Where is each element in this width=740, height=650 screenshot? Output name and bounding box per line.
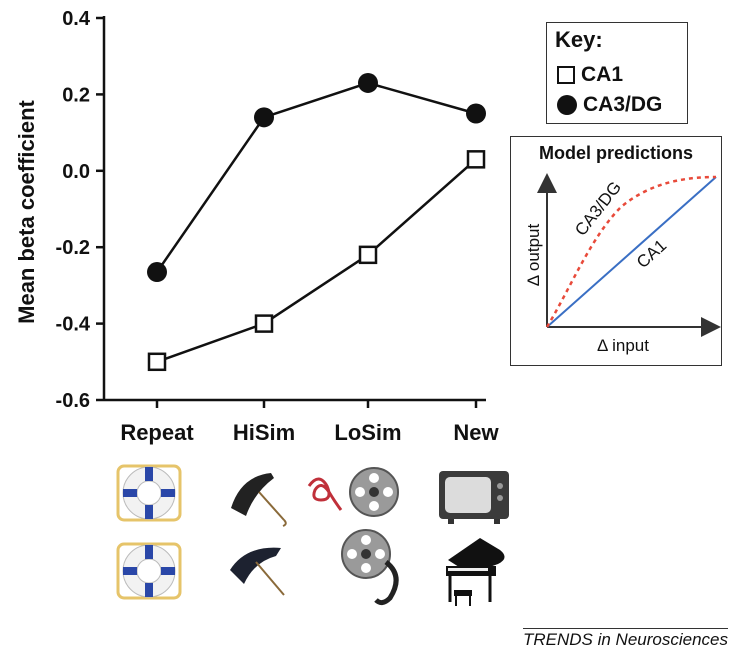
data-point-ca3dg: [358, 72, 378, 93]
series-line-ca1: [156, 158, 477, 363]
chart-axes: [102, 16, 486, 402]
model-title: Model predictions: [538, 143, 693, 163]
ribbon-and-film-reel-icon: [307, 467, 399, 517]
legend-key: Key: CA1 CA3/DG: [546, 22, 688, 124]
x-category-label: LoSim: [334, 420, 401, 445]
x-categories: Repeat HiSim LoSim New: [120, 400, 499, 445]
y-tick-label: -0.2: [56, 237, 90, 259]
y-tick-label: 0.0: [62, 161, 90, 183]
legend-label-ca3dg: CA3/DG: [583, 93, 663, 116]
series-line-ca3dg: [155, 81, 477, 273]
y-ticks: 0.4 0.2 0.0 -0.2 -0.4 -0.6: [56, 8, 104, 412]
data-point-ca1: [358, 245, 378, 265]
model-ca1-label: CA1: [633, 236, 670, 272]
x-category-label: HiSim: [233, 420, 295, 445]
umbrella-icon: [231, 473, 287, 527]
grand-piano-icon: [446, 538, 505, 606]
x-category-label: New: [453, 420, 499, 445]
life-ring-icon: [116, 464, 182, 522]
credit-text: TRENDS in Neurosciences: [522, 628, 728, 649]
model-x-label: Δ input: [597, 336, 649, 355]
x-category-label: Repeat: [120, 420, 194, 445]
data-point-ca3dg: [147, 262, 167, 283]
open-square-icon: [557, 66, 575, 84]
data-point-ca3dg: [254, 107, 274, 128]
data-point-ca1: [147, 352, 167, 372]
data-point-ca1: [466, 150, 486, 169]
legend-item-ca1: CA1: [557, 63, 623, 87]
y-tick-label: 0.2: [62, 84, 90, 106]
film-reel-icon: [341, 529, 399, 606]
y-tick-label: -0.4: [56, 314, 91, 336]
umbrella-icon: [230, 547, 285, 596]
filled-circle-icon: [557, 95, 577, 115]
data-point-ca3dg: [466, 103, 486, 124]
life-ring-icon: [116, 542, 182, 600]
chart-series: [147, 72, 486, 372]
model-ca3dg-curve: [545, 175, 717, 328]
y-tick-label: 0.4: [62, 8, 91, 30]
y-tick-label: -0.6: [56, 390, 90, 412]
main-chart: 0.4 0.2 0.0 -0.2 -0.4 -0.6 Repeat HiSim LoSim Ne…: [14, 8, 499, 445]
legend-title: Key:: [555, 27, 603, 52]
television-icon: [439, 471, 509, 524]
model-predictions-panel: CA3/DG CA1 Δ output Δ input Model predic…: [510, 136, 722, 366]
legend-label-ca1: CA1: [581, 63, 624, 86]
data-point-ca1: [254, 314, 274, 333]
model-ca3dg-label: CA3/DG: [571, 178, 625, 240]
model-plot: CA3/DG CA1 Δ output Δ input: [524, 173, 721, 355]
model-y-label: Δ output: [524, 224, 543, 287]
legend-item-ca3dg: CA3/DG: [557, 93, 662, 117]
model-ca1-line: [546, 176, 717, 328]
y-axis-label: Mean beta coefficient: [14, 99, 39, 323]
